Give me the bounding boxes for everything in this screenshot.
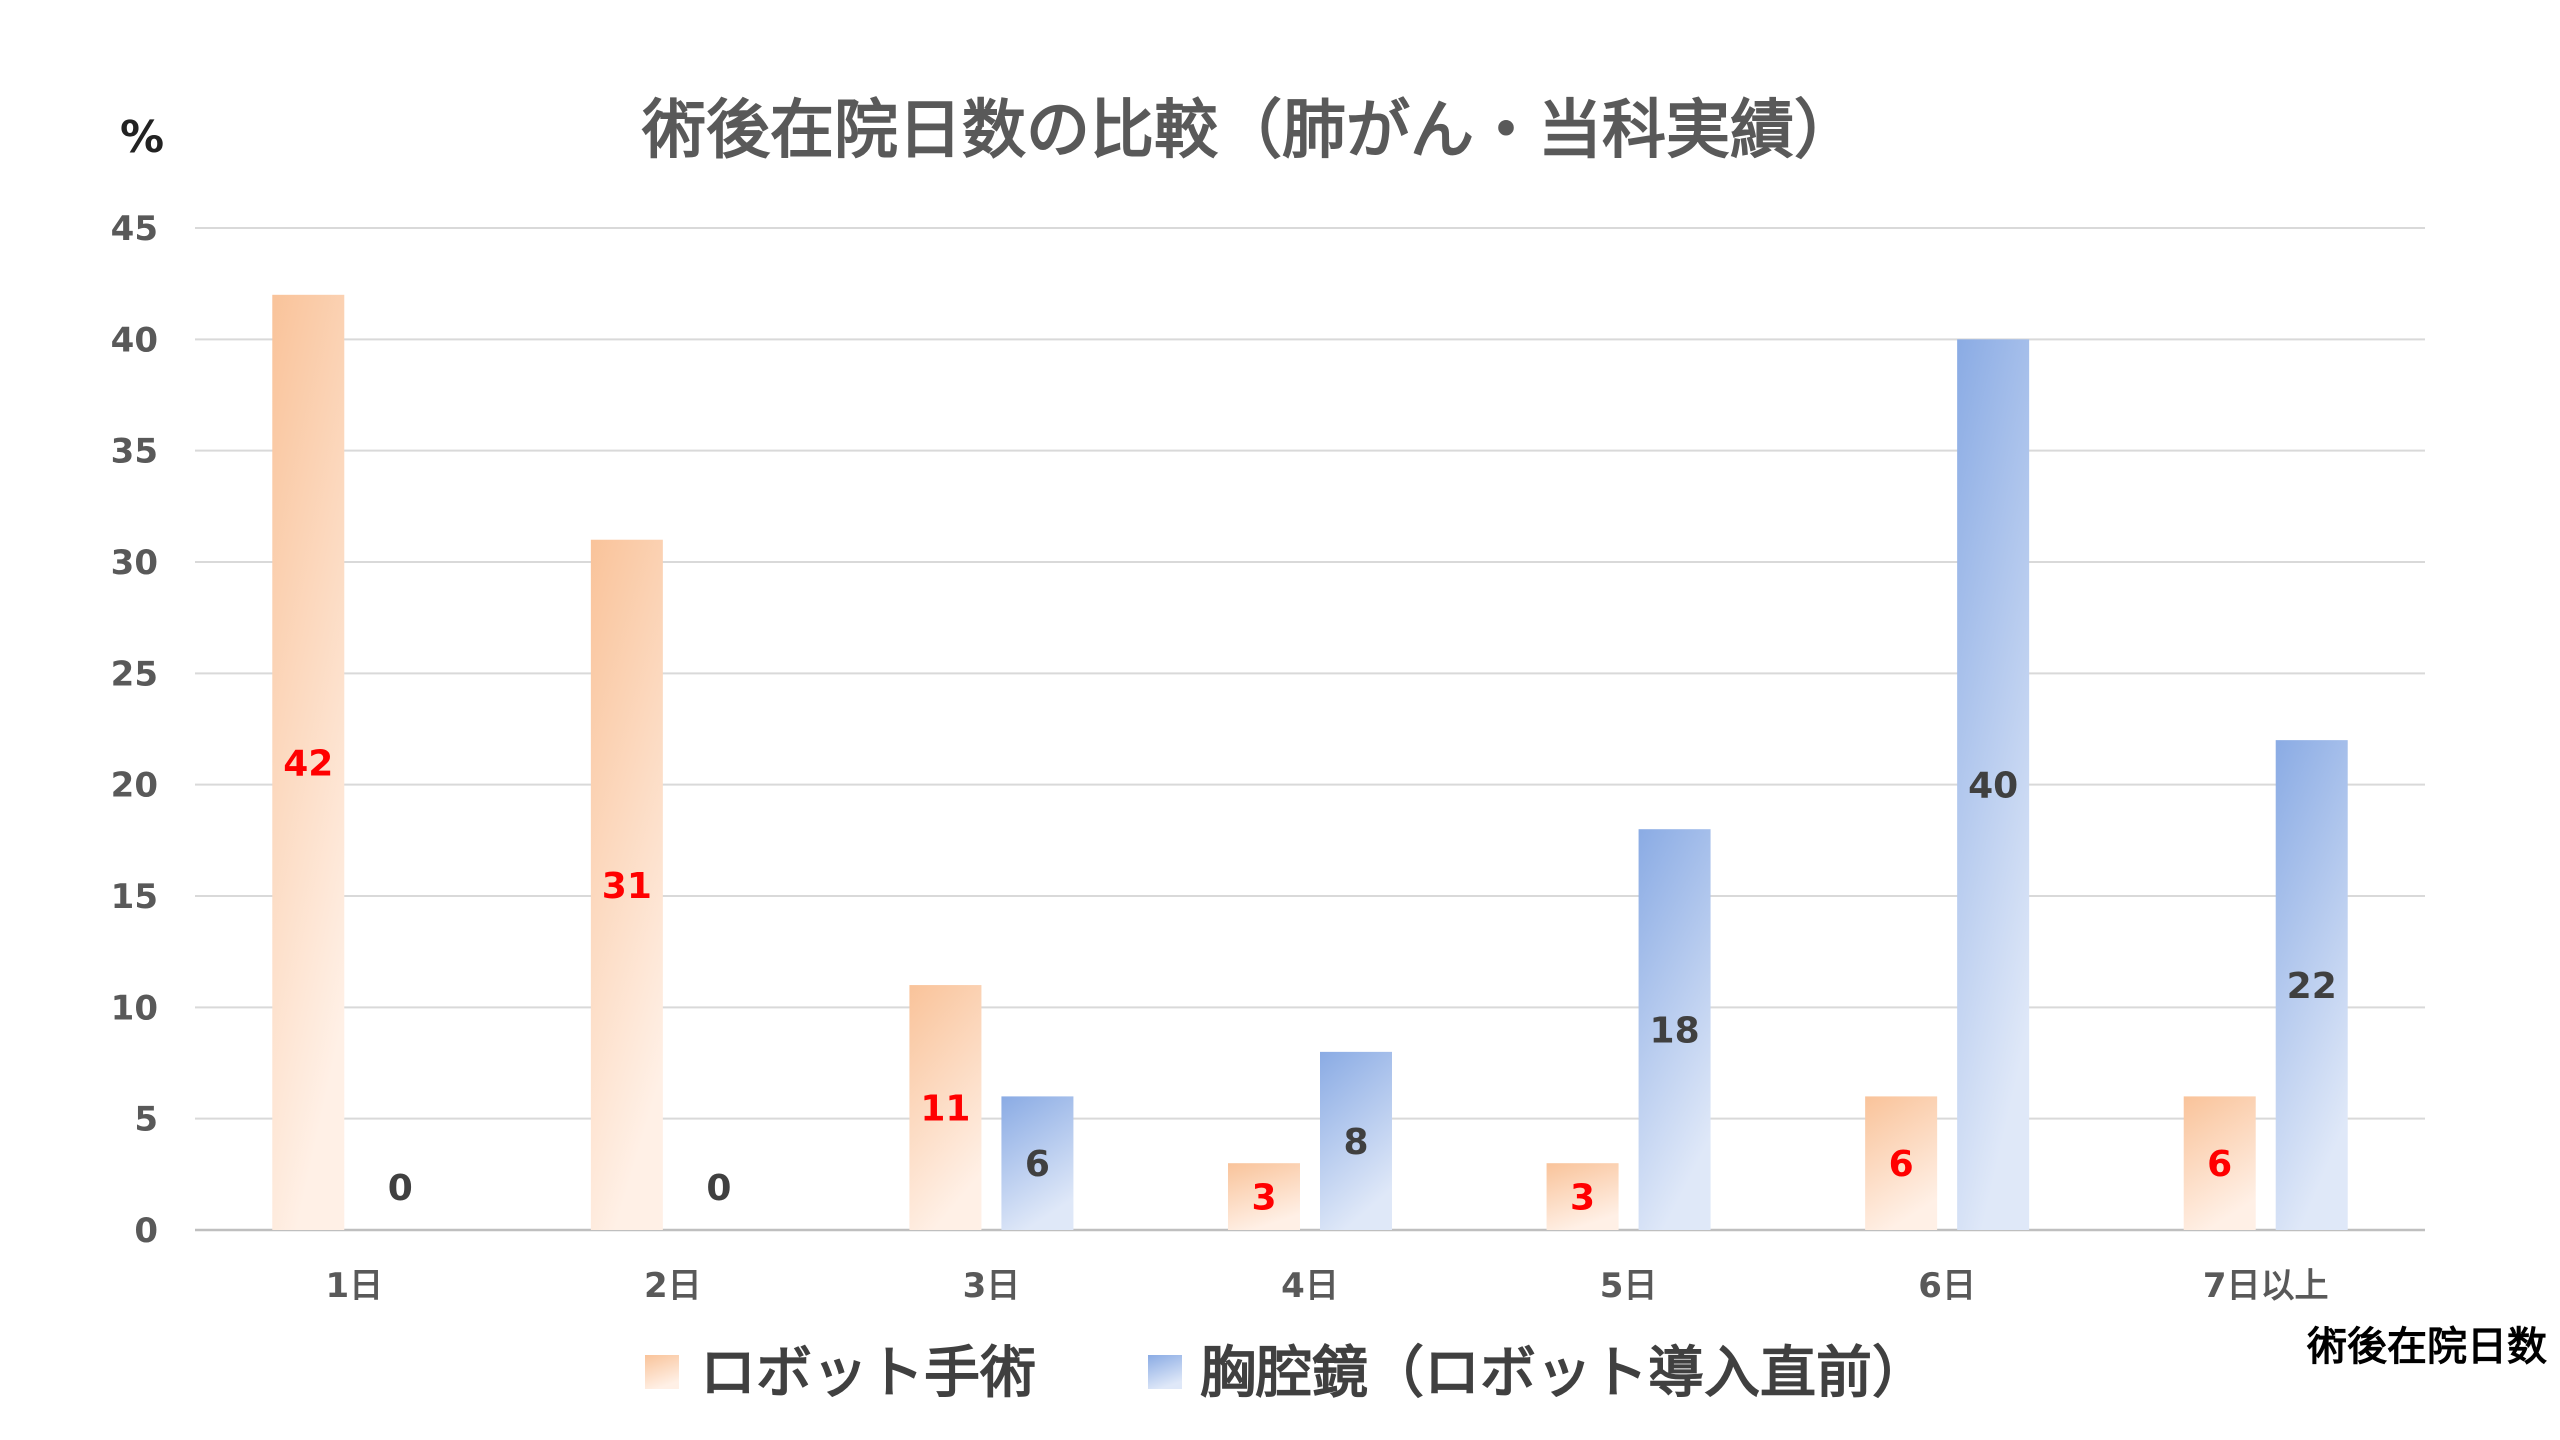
bar-robot: [1546, 1163, 1619, 1230]
y-tick-label: 20: [111, 766, 158, 806]
y-tick-label: 45: [111, 209, 158, 249]
data-label: 31: [602, 866, 652, 907]
y-axis-unit: %: [120, 112, 164, 163]
bar-thoracoscopy: [2275, 740, 2348, 1230]
data-label: 11: [920, 1089, 970, 1130]
bar-robot: [590, 539, 663, 1230]
bars: [272, 294, 2348, 1230]
gridlines: [195, 227, 2425, 1232]
y-tick-label: 15: [111, 877, 158, 917]
legend-swatch-robot: [645, 1355, 679, 1389]
x-tick-label: 7日以上: [2203, 1266, 2329, 1306]
x-axis-title: 術後在院日数: [2306, 1324, 2547, 1370]
data-label: 0: [388, 1168, 413, 1209]
data-label: 0: [706, 1168, 731, 1209]
data-label: 6: [2207, 1144, 2232, 1185]
y-tick-label: 25: [111, 654, 158, 694]
legend-swatch-thoracoscopy: [1148, 1355, 1182, 1389]
bar-robot: [2183, 1096, 2256, 1230]
chart-title: 術後在院日数の比較（肺がん・当科実績）: [641, 94, 1858, 168]
bar-robot: [1228, 1163, 1300, 1230]
x-axis-ticks: 1日 2日 3日 4日 5日 6日 7日以上: [325, 1266, 2328, 1306]
data-label: 22: [2287, 966, 2337, 1007]
data-label: 8: [1343, 1122, 1368, 1163]
y-tick-label: 35: [111, 432, 158, 472]
y-axis-ticks: 0 5 10 15 20 25 30 35 40 45: [111, 209, 158, 1251]
y-tick-label: 30: [111, 543, 158, 583]
data-label: 40: [1968, 766, 2018, 807]
legend: ロボット手術 胸腔鏡（ロボット導入直前）: [645, 1341, 1928, 1406]
bar-robot: [272, 294, 345, 1230]
y-tick-label: 0: [134, 1211, 158, 1251]
x-tick-label: 3日: [963, 1266, 1021, 1306]
x-tick-label: 4日: [1281, 1266, 1339, 1306]
y-tick-label: 5: [134, 1100, 158, 1140]
data-label: 3: [1251, 1178, 1276, 1219]
x-tick-label: 1日: [325, 1266, 383, 1306]
data-label: 6: [1889, 1144, 1914, 1185]
data-labels: 42 0 31 0 11 6 3 8 3 18 6 40 6 22: [283, 743, 2337, 1218]
x-tick-label: 5日: [1600, 1266, 1658, 1306]
data-label: 3: [1570, 1178, 1595, 1219]
bar-thoracoscopy: [1638, 829, 1711, 1230]
bar-robot: [1865, 1096, 1938, 1230]
data-label: 18: [1650, 1011, 1700, 1052]
x-tick-label: 2日: [644, 1266, 702, 1306]
bar-thoracoscopy: [1957, 339, 2030, 1230]
data-label: 6: [1025, 1144, 1050, 1185]
legend-label-thoracoscopy: 胸腔鏡（ロボット導入直前）: [1200, 1341, 1928, 1406]
data-label: 42: [283, 743, 333, 784]
bar-thoracoscopy: [1001, 1096, 1074, 1230]
x-tick-label: 6日: [1918, 1266, 1976, 1306]
legend-label-robot: ロボット手術: [700, 1341, 1036, 1406]
bar-thoracoscopy: [1320, 1051, 1392, 1230]
y-tick-label: 10: [111, 988, 158, 1028]
bar-robot: [909, 985, 982, 1230]
y-tick-label: 40: [111, 320, 158, 360]
